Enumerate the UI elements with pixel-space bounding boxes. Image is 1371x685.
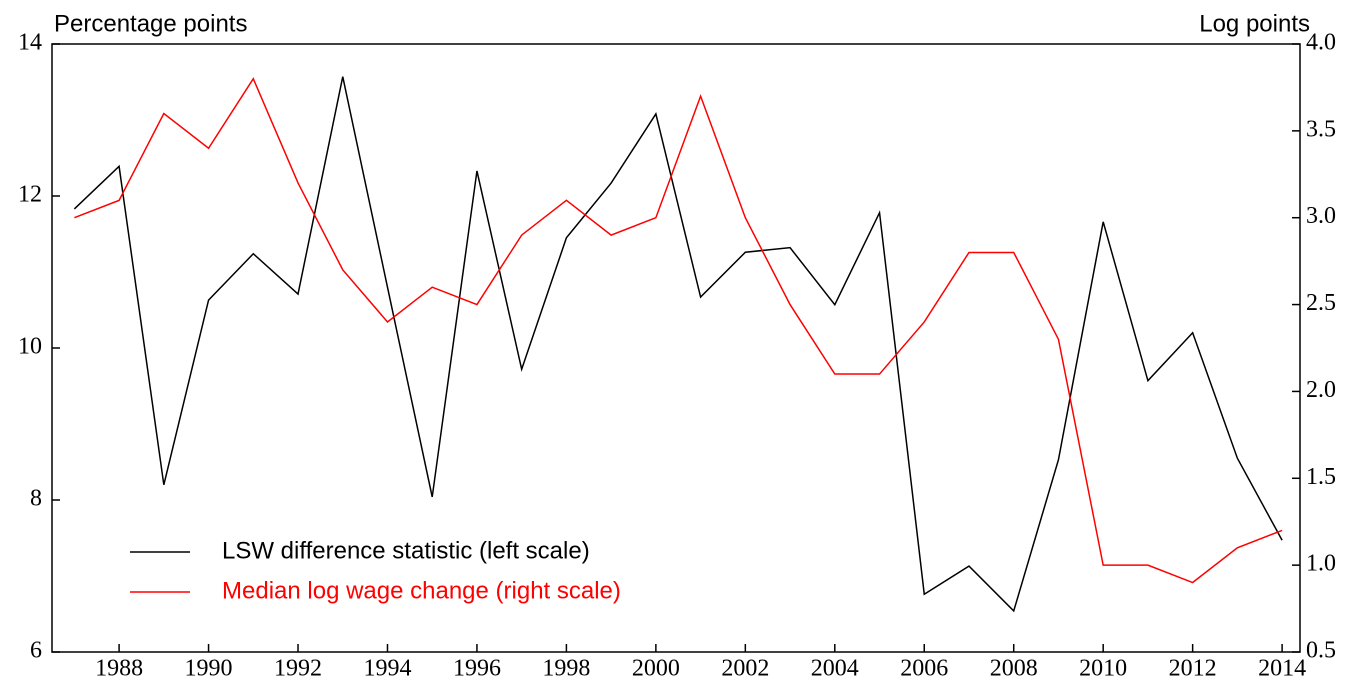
y2-tick-label: 4.0 <box>1306 30 1336 56</box>
y2-tick-label: 2.0 <box>1306 377 1336 403</box>
series-line <box>73 76 1283 613</box>
y-tick-label: 8 <box>30 486 42 512</box>
legend-label: Median log wage change (right scale) <box>222 577 621 604</box>
x-tick-label: 1998 <box>542 656 590 682</box>
x-tick-label: 2002 <box>721 656 769 682</box>
x-tick-label: 1990 <box>185 656 233 682</box>
x-tick-label: 1996 <box>453 656 501 682</box>
y-tick-label: 6 <box>30 638 42 664</box>
y2-tick-label: 3.0 <box>1306 203 1336 229</box>
y2-tick-label: 3.5 <box>1306 116 1336 142</box>
x-tick-label: 2004 <box>811 656 859 682</box>
x-tick-label: 1994 <box>363 656 411 682</box>
x-tick-label: 1992 <box>274 656 322 682</box>
y-tick-label: 10 <box>18 334 42 360</box>
y2-tick-label: 1.0 <box>1306 551 1336 577</box>
y-tick-label: 14 <box>18 30 42 56</box>
y2-tick-label: 1.5 <box>1306 464 1336 490</box>
y2-tick-label: 2.5 <box>1306 290 1336 316</box>
y2-axis-label: Log points <box>1199 10 1310 37</box>
x-tick-label: 2008 <box>990 656 1038 682</box>
x-tick-label: 2000 <box>632 656 680 682</box>
y-axis-label: Percentage points <box>54 10 247 37</box>
series-line <box>74 77 1283 584</box>
x-tick-label: 2012 <box>1169 656 1217 682</box>
y-tick-label: 12 <box>18 182 42 208</box>
x-tick-label: 2006 <box>900 656 948 682</box>
x-tick-label: 2010 <box>1079 656 1127 682</box>
y2-tick-label: 0.5 <box>1306 638 1336 664</box>
x-tick-label: 2014 <box>1258 656 1306 682</box>
legend-label: LSW difference statistic (left scale) <box>222 537 590 564</box>
x-tick-label: 1988 <box>95 656 143 682</box>
